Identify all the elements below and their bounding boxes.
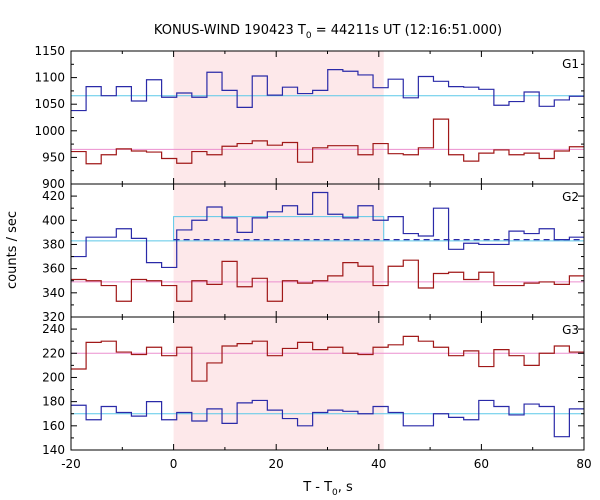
count-rate-series xyxy=(71,191,584,269)
x-axis-label: T - T0, s xyxy=(302,480,353,498)
y-tick-label: 380 xyxy=(42,237,65,251)
y-tick-label: 320 xyxy=(42,310,65,324)
count-rate-series xyxy=(71,118,584,165)
count-rate-series xyxy=(71,259,584,302)
x-tick-label: 80 xyxy=(576,457,591,471)
shaded-interval-rect xyxy=(173,51,384,450)
count-rate-series xyxy=(71,69,584,112)
chart-title: KONUS-WIND 190423 T0 = 44211s UT (12:16:… xyxy=(154,23,502,41)
y-tick-label: 160 xyxy=(42,419,65,433)
panel-g3 xyxy=(71,335,584,438)
y-tick-label: 1150 xyxy=(34,44,65,58)
panel-g2 xyxy=(71,191,584,302)
shaded-interval xyxy=(173,51,384,450)
y-tick-label: 240 xyxy=(42,322,65,336)
x-tick-label: 60 xyxy=(474,457,489,471)
panel-label: G1 xyxy=(562,57,579,71)
panel-label: G2 xyxy=(562,190,579,204)
y-tick-label: 180 xyxy=(42,395,65,409)
panel-g1 xyxy=(71,69,584,165)
y-tick-label: 400 xyxy=(42,213,65,227)
y-tick-label: 220 xyxy=(42,346,65,360)
y-tick-label: 900 xyxy=(42,177,65,191)
y-tick-label: 420 xyxy=(42,189,65,203)
y-tick-label: 950 xyxy=(42,150,65,164)
y-tick-label: 1050 xyxy=(34,97,65,111)
y-tick-label: 1000 xyxy=(34,124,65,138)
y-axis-label: counts / sec xyxy=(5,211,20,289)
y-tick-label: 200 xyxy=(42,370,65,384)
chart-panels xyxy=(71,69,584,438)
x-tick-label: 40 xyxy=(371,457,386,471)
x-tick-label: 0 xyxy=(170,457,178,471)
chart-axes: G1 900 950 1000 1050 1100 1150 G2 320 340 360 380 40… xyxy=(34,44,591,471)
panel-label: G3 xyxy=(562,323,579,337)
interval-mean-line xyxy=(173,216,385,241)
x-tick-label: 20 xyxy=(269,457,284,471)
count-rate-series xyxy=(71,335,584,382)
y-tick-label: 1100 xyxy=(34,71,65,85)
x-tick-label: -20 xyxy=(61,457,81,471)
count-rate-series xyxy=(71,399,584,438)
y-tick-label: 360 xyxy=(42,262,65,276)
y-tick-label: 140 xyxy=(42,443,65,457)
y-tick-label: 340 xyxy=(42,286,65,300)
